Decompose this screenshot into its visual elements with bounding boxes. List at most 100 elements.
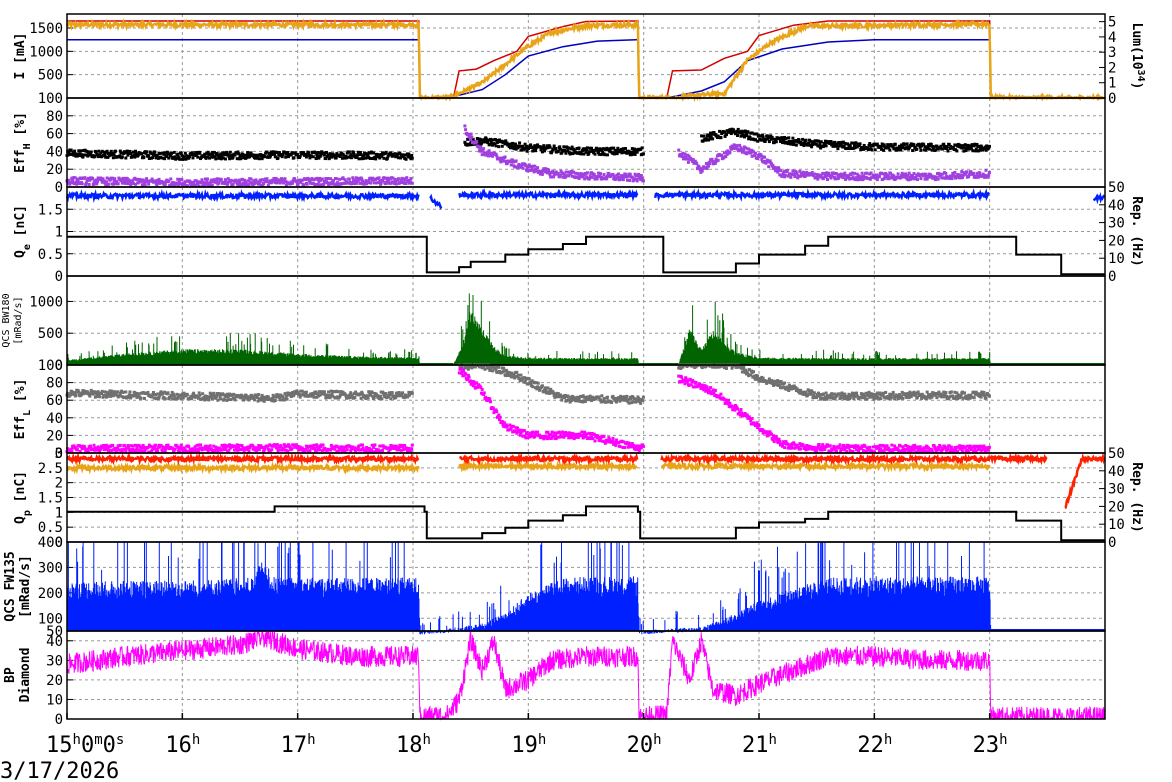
point (524, 146, 528, 150)
point (942, 390, 946, 394)
point (544, 167, 548, 171)
point (906, 444, 910, 448)
point (494, 144, 498, 148)
point (313, 446, 317, 450)
point (459, 371, 463, 375)
point (494, 152, 498, 156)
point (466, 373, 470, 377)
point (555, 431, 559, 435)
point (724, 133, 728, 137)
point (351, 151, 355, 155)
point (231, 182, 235, 186)
point (706, 164, 710, 168)
point (86, 178, 90, 182)
point (134, 149, 138, 153)
point (276, 393, 280, 397)
point (814, 396, 818, 400)
point (472, 380, 476, 384)
point (181, 157, 185, 161)
point (527, 165, 531, 169)
point (975, 172, 979, 176)
point (880, 142, 884, 146)
point (966, 396, 970, 400)
point (466, 133, 470, 137)
point (982, 444, 986, 448)
point (612, 146, 616, 150)
point (284, 394, 288, 398)
point (571, 395, 575, 399)
point (605, 174, 609, 178)
point (840, 391, 844, 395)
point (964, 394, 968, 398)
y2-tick-label: 0 (1108, 269, 1116, 285)
point (283, 177, 287, 181)
y-tick-label: 1.5 (38, 491, 63, 507)
point (255, 448, 259, 452)
point (777, 380, 781, 384)
point (228, 150, 232, 154)
point (857, 174, 861, 178)
point (286, 449, 290, 453)
point (858, 177, 862, 181)
point (134, 182, 138, 186)
point (366, 396, 370, 400)
point (517, 428, 521, 432)
point (802, 172, 806, 176)
point (565, 398, 569, 402)
point (799, 447, 803, 451)
point (479, 145, 483, 149)
point (92, 443, 96, 447)
point (862, 143, 866, 147)
point (284, 155, 288, 159)
point (972, 449, 976, 453)
point (870, 395, 874, 399)
point (963, 445, 967, 449)
point (783, 175, 787, 179)
point (840, 447, 844, 451)
point (347, 177, 351, 181)
point (774, 140, 778, 144)
point (233, 398, 237, 402)
point (336, 181, 340, 185)
point (527, 146, 531, 150)
point (610, 439, 614, 443)
point (229, 398, 233, 402)
point (891, 145, 895, 149)
point (208, 395, 212, 399)
point (583, 177, 587, 181)
point (317, 180, 321, 184)
point (875, 142, 879, 146)
point (112, 153, 116, 157)
point (309, 394, 313, 398)
point (731, 146, 735, 150)
point (602, 173, 606, 177)
series-ler (67, 20, 1105, 99)
point (798, 169, 802, 173)
point (210, 150, 214, 154)
point (779, 138, 783, 142)
point (843, 448, 847, 452)
point (920, 450, 924, 454)
point (154, 443, 158, 447)
point (603, 441, 607, 445)
point (410, 154, 414, 158)
point (294, 443, 298, 447)
point (612, 174, 616, 178)
point (226, 177, 230, 181)
point (977, 145, 981, 149)
point (95, 153, 99, 157)
point (879, 145, 883, 149)
point (82, 392, 86, 396)
point (483, 367, 487, 371)
point (109, 394, 113, 398)
point (508, 423, 512, 427)
point (373, 155, 377, 159)
point (567, 146, 571, 150)
point (811, 396, 815, 400)
point (404, 157, 408, 161)
point (134, 394, 138, 398)
point (551, 391, 555, 395)
point (385, 181, 389, 185)
y2-axis-label: Lum(1034) (1129, 23, 1147, 90)
point (866, 448, 870, 452)
